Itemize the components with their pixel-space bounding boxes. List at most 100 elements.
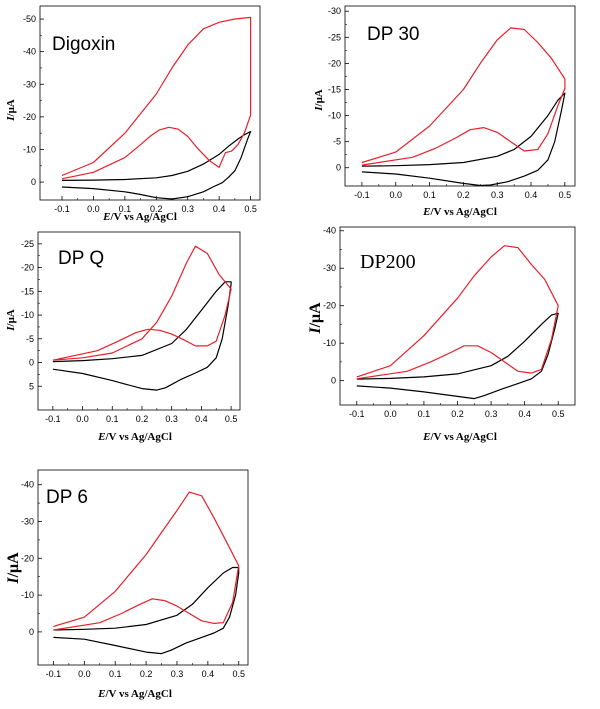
y-tick-label: -15	[21, 286, 34, 296]
y-tick-label: -30	[21, 517, 34, 527]
x-tick-label: -0.1	[46, 669, 62, 679]
x-tick-label: 0.3	[171, 669, 184, 679]
x-tick-label: -0.1	[54, 204, 70, 214]
y-tick-label: -10	[23, 144, 36, 154]
x-tick-label: 0.1	[423, 190, 436, 200]
series-black-curve	[356, 312, 559, 400]
y-tick-label: -20	[21, 263, 34, 273]
x-tick-label: 0.0	[78, 669, 91, 679]
x-axis-label: E/V vs Ag/AgCl	[102, 211, 177, 223]
x-tick-label: 0.2	[140, 669, 153, 679]
x-tick-label: 0.4	[213, 204, 226, 214]
y-tick-label: 5	[29, 381, 34, 391]
y-tick-label: -15	[328, 84, 341, 94]
x-tick-label: 0.4	[525, 190, 538, 200]
y-tick-label: -40	[323, 226, 336, 236]
x-axis-label: E/V vs Ag/AgCl	[97, 688, 172, 700]
x-tick-label: 0.2	[150, 204, 163, 214]
chart-panel-4: -0.1 0.0 0.1 0.2 0.3 0.4 0.5 0 -10 -20 -30 -40 DP200…	[307, 226, 576, 443]
y-tick-label: -20	[21, 553, 34, 563]
chart-panel-1: -0.1 0.0 0.1 0.2 0.3 0.4 0.5 0 -10 -20 -30 -40 -50 Di…	[5, 5, 261, 223]
x-tick-label: 0.5	[552, 409, 565, 419]
x-tick-label: 0.3	[491, 190, 504, 200]
x-tick-label: 0.5	[225, 414, 238, 424]
series-red-curve	[61, 16, 252, 180]
chart-panel-3: -0.1 0.0 0.1 0.2 0.3 0.4 0.5 5 0 -5 -10 -15 -20 -25 DP…	[5, 231, 241, 443]
x-tick-label: 0.2	[451, 409, 464, 419]
series-black-curve	[361, 92, 566, 187]
y-tick-label: -10	[323, 338, 336, 348]
plot-frame	[37, 231, 241, 411]
y-tick-label: -50	[23, 14, 36, 24]
y-tick-label: -40	[21, 480, 34, 490]
series-red-curve	[53, 491, 240, 631]
panel-title: DP200	[360, 251, 416, 273]
chart-panel-5: -0.1 0.0 0.1 0.2 0.3 0.4 0.5 0 -10 -20 -30 -40 DP 6 E…	[5, 469, 249, 700]
y-tick-label: -30	[323, 263, 336, 273]
x-tick-label: 0.2	[457, 190, 470, 200]
plot-frame	[37, 469, 249, 666]
y-axis-label: I/μA	[313, 89, 325, 112]
y-tick-label: -10	[21, 310, 34, 320]
series-black-curve	[52, 281, 232, 391]
x-tick-label: 0.1	[119, 204, 132, 214]
y-tick-label: -10	[328, 111, 341, 121]
x-axis-label: E/V vs Ag/AgCl	[422, 431, 497, 443]
y-axis-label: I/μA	[5, 99, 17, 122]
x-tick-label: 0.0	[87, 204, 100, 214]
x-tick-label: 0.0	[389, 190, 402, 200]
x-tick-label: 0.0	[384, 409, 397, 419]
x-tick-label: 0.1	[418, 409, 431, 419]
series-red-curve	[356, 245, 559, 380]
x-tick-label: -0.1	[45, 414, 61, 424]
y-tick-label: -20	[23, 112, 36, 122]
panel-title: Digoxin	[52, 34, 115, 55]
x-tick-label: 0.4	[195, 414, 208, 424]
panel-title: DP 30	[367, 24, 419, 45]
plot-frame	[344, 5, 576, 187]
y-tick-label: -10	[21, 590, 34, 600]
panel-title: DP Q	[58, 248, 104, 269]
y-tick-label: 0	[31, 177, 36, 187]
y-tick-label: -25	[328, 32, 341, 42]
series-red-curve	[52, 245, 232, 361]
plot-frame	[39, 5, 261, 201]
y-tick-label: -20	[328, 58, 341, 68]
x-tick-label: 0.5	[244, 204, 257, 214]
x-tick-label: 0.2	[136, 414, 149, 424]
x-tick-label: 0.3	[165, 414, 178, 424]
y-tick-label: -25	[21, 239, 34, 249]
x-axis-label: E/V vs Ag/AgCl	[97, 431, 172, 443]
panel-title: DP 6	[46, 487, 88, 508]
y-tick-label: 0	[29, 358, 34, 368]
x-tick-label: 0.4	[518, 409, 531, 419]
y-tick-label: 0	[336, 163, 341, 173]
x-tick-label: -0.1	[349, 409, 365, 419]
y-tick-label: 0	[331, 376, 336, 386]
x-tick-label: 0.4	[202, 669, 215, 679]
y-tick-label: -20	[323, 301, 336, 311]
series-red-curve	[361, 27, 566, 166]
chart-panel-2: -0.1 0.0 0.1 0.2 0.3 0.4 0.5 0 -5 -10 -15 -20 -25 -30…	[313, 5, 576, 218]
y-tick-label: 0	[29, 627, 34, 637]
y-tick-label: -40	[23, 47, 36, 57]
series-black-curve	[53, 566, 240, 655]
x-tick-label: 0.5	[559, 190, 572, 200]
x-axis-label: E/V vs Ag/AgCl	[422, 206, 497, 218]
y-axis-label: I/μA	[5, 309, 17, 332]
x-tick-label: 0.3	[181, 204, 194, 214]
x-tick-label: -0.1	[354, 190, 370, 200]
y-tick-label: -30	[328, 6, 341, 16]
x-tick-label: 0.3	[485, 409, 498, 419]
x-tick-label: 0.1	[109, 669, 122, 679]
series-black-curve	[61, 130, 252, 200]
x-tick-label: 0.5	[232, 669, 245, 679]
y-axis-label: I/μA	[5, 552, 22, 585]
y-tick-label: -5	[26, 334, 34, 344]
y-tick-label: -30	[23, 79, 36, 89]
x-tick-label: 0.0	[76, 414, 89, 424]
x-tick-label: 0.1	[106, 414, 119, 424]
y-tick-label: -5	[333, 137, 341, 147]
y-axis-label: I/μA	[307, 302, 324, 335]
